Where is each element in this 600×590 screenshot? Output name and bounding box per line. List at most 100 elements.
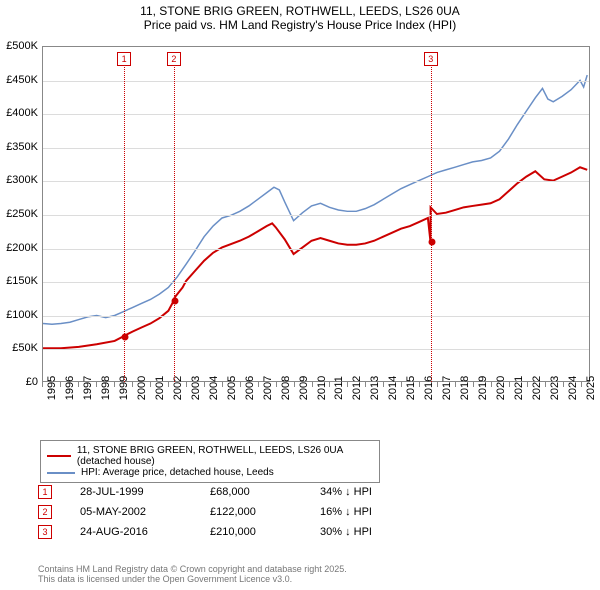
x-tick-mark (222, 382, 223, 387)
transaction-num: 2 (38, 505, 52, 519)
chart-area: £0 £50K £100K £150K £200K £250K £300K £350K £400… (2, 38, 598, 430)
y-tick-label: £350K (0, 141, 38, 153)
x-tick-label: 1995 (46, 376, 58, 400)
x-tick-label: 2024 (567, 376, 579, 400)
x-tick-label: 1996 (64, 376, 76, 400)
y-tick-label: £300K (0, 174, 38, 186)
callout-vline (431, 67, 432, 382)
footer: Contains HM Land Registry data © Crown c… (38, 564, 347, 584)
transaction-date: 28-JUL-1999 (80, 486, 210, 498)
x-tick-label: 2017 (441, 376, 453, 400)
legend: 11, STONE BRIG GREEN, ROTHWELL, LEEDS, L… (40, 440, 380, 483)
transaction-row: 205-MAY-2002£122,00016% ↓ HPI (38, 502, 420, 522)
footer-line-1: Contains HM Land Registry data © Crown c… (38, 564, 347, 574)
y-tick-label: £150K (0, 275, 38, 287)
y-tick-label: £450K (0, 74, 38, 86)
transaction-row: 3 24-AUG-2016£210,00030% ↓ HPI (38, 522, 420, 542)
x-tick-mark (419, 382, 420, 387)
x-tick-label: 2019 (477, 376, 489, 400)
title-line-2: Price paid vs. HM Land Registry's House … (0, 18, 600, 32)
x-tick-mark (78, 382, 79, 387)
transaction-num: 3 (38, 525, 52, 539)
x-tick-label: 2023 (549, 376, 561, 400)
transaction-delta: 30% ↓ HPI (320, 526, 420, 538)
y-tick-label: £0 (0, 376, 38, 388)
x-tick-label: 2003 (190, 376, 202, 400)
callout-vline (174, 67, 175, 382)
x-tick-label: 2016 (423, 376, 435, 400)
x-tick-label: 2006 (244, 376, 256, 400)
x-tick-label: 2020 (495, 376, 507, 400)
x-tick-mark (347, 382, 348, 387)
x-tick-mark (240, 382, 241, 387)
x-tick-mark (114, 382, 115, 387)
transaction-delta: 34% ↓ HPI (320, 486, 420, 498)
x-tick-mark (581, 382, 582, 387)
transaction-price: £122,000 (210, 506, 320, 518)
legend-row-price: 11, STONE BRIG GREEN, ROTHWELL, LEEDS, L… (47, 445, 373, 467)
x-tick-mark (168, 382, 169, 387)
callout-box: 3 (424, 52, 438, 66)
x-tick-mark (276, 382, 277, 387)
x-tick-mark (527, 382, 528, 387)
callout-box: 1 (117, 52, 131, 66)
x-tick-mark (186, 382, 187, 387)
x-tick-mark (329, 382, 330, 387)
x-tick-label: 2012 (351, 376, 363, 400)
x-tick-mark (563, 382, 564, 387)
x-tick-label: 2015 (405, 376, 417, 400)
x-tick-label: 2018 (459, 376, 471, 400)
transaction-price: £210,000 (210, 526, 320, 538)
legend-row-hpi: HPI: Average price, detached house, Leed… (47, 467, 373, 478)
x-tick-label: 2021 (513, 376, 525, 400)
legend-swatch-price (47, 455, 71, 457)
x-tick-label: 2022 (531, 376, 543, 400)
price-marker (171, 298, 178, 305)
legend-swatch-hpi (47, 472, 75, 474)
legend-label-price: 11, STONE BRIG GREEN, ROTHWELL, LEEDS, L… (77, 445, 373, 467)
title-line-1: 11, STONE BRIG GREEN, ROTHWELL, LEEDS, L… (0, 4, 600, 18)
x-tick-mark (96, 382, 97, 387)
y-tick-label: £500K (0, 40, 38, 52)
x-tick-mark (401, 382, 402, 387)
x-tick-label: 2025 (585, 376, 597, 400)
x-tick-mark (42, 382, 43, 387)
transaction-num: 1 (38, 485, 52, 499)
x-tick-label: 2010 (316, 376, 328, 400)
transaction-price: £68,000 (210, 486, 320, 498)
x-tick-label: 2008 (280, 376, 292, 400)
y-tick-label: £400K (0, 107, 38, 119)
x-tick-mark (132, 382, 133, 387)
x-tick-label: 2000 (136, 376, 148, 400)
x-tick-mark (258, 382, 259, 387)
x-tick-mark (204, 382, 205, 387)
footer-line-2: This data is licensed under the Open Gov… (38, 574, 347, 584)
y-tick-label: £50K (0, 342, 38, 354)
y-tick-label: £200K (0, 242, 38, 254)
x-tick-label: 2005 (226, 376, 238, 400)
transaction-row: 1 28-JUL-1999£68,00034% ↓ HPI (38, 482, 420, 502)
x-tick-label: 2013 (369, 376, 381, 400)
x-tick-mark (491, 382, 492, 387)
x-tick-mark (383, 382, 384, 387)
price-marker (122, 334, 129, 341)
x-tick-mark (294, 382, 295, 387)
transactions-table: 128-JUL-1999£68,00034% ↓ HPI205-MAY-2002… (38, 482, 420, 542)
chart-title: 11, STONE BRIG GREEN, ROTHWELL, LEEDS, L… (0, 0, 600, 32)
transaction-delta: 16% ↓ HPI (320, 506, 420, 518)
callout-box: 2 (167, 52, 181, 66)
transaction-date: 24-AUG-2016 (80, 526, 210, 538)
x-tick-label: 2004 (208, 376, 220, 400)
x-tick-label: 1997 (82, 376, 94, 400)
x-tick-mark (150, 382, 151, 387)
x-tick-mark (437, 382, 438, 387)
callout-vline (124, 67, 125, 382)
legend-label-hpi: HPI: Average price, detached house, Leed… (81, 467, 274, 478)
y-tick-label: £250K (0, 208, 38, 220)
x-tick-mark (60, 382, 61, 387)
x-tick-mark (545, 382, 546, 387)
x-tick-label: 1998 (100, 376, 112, 400)
y-tick-label: £100K (0, 309, 38, 321)
x-tick-mark (473, 382, 474, 387)
x-tick-label: 2011 (333, 376, 345, 400)
